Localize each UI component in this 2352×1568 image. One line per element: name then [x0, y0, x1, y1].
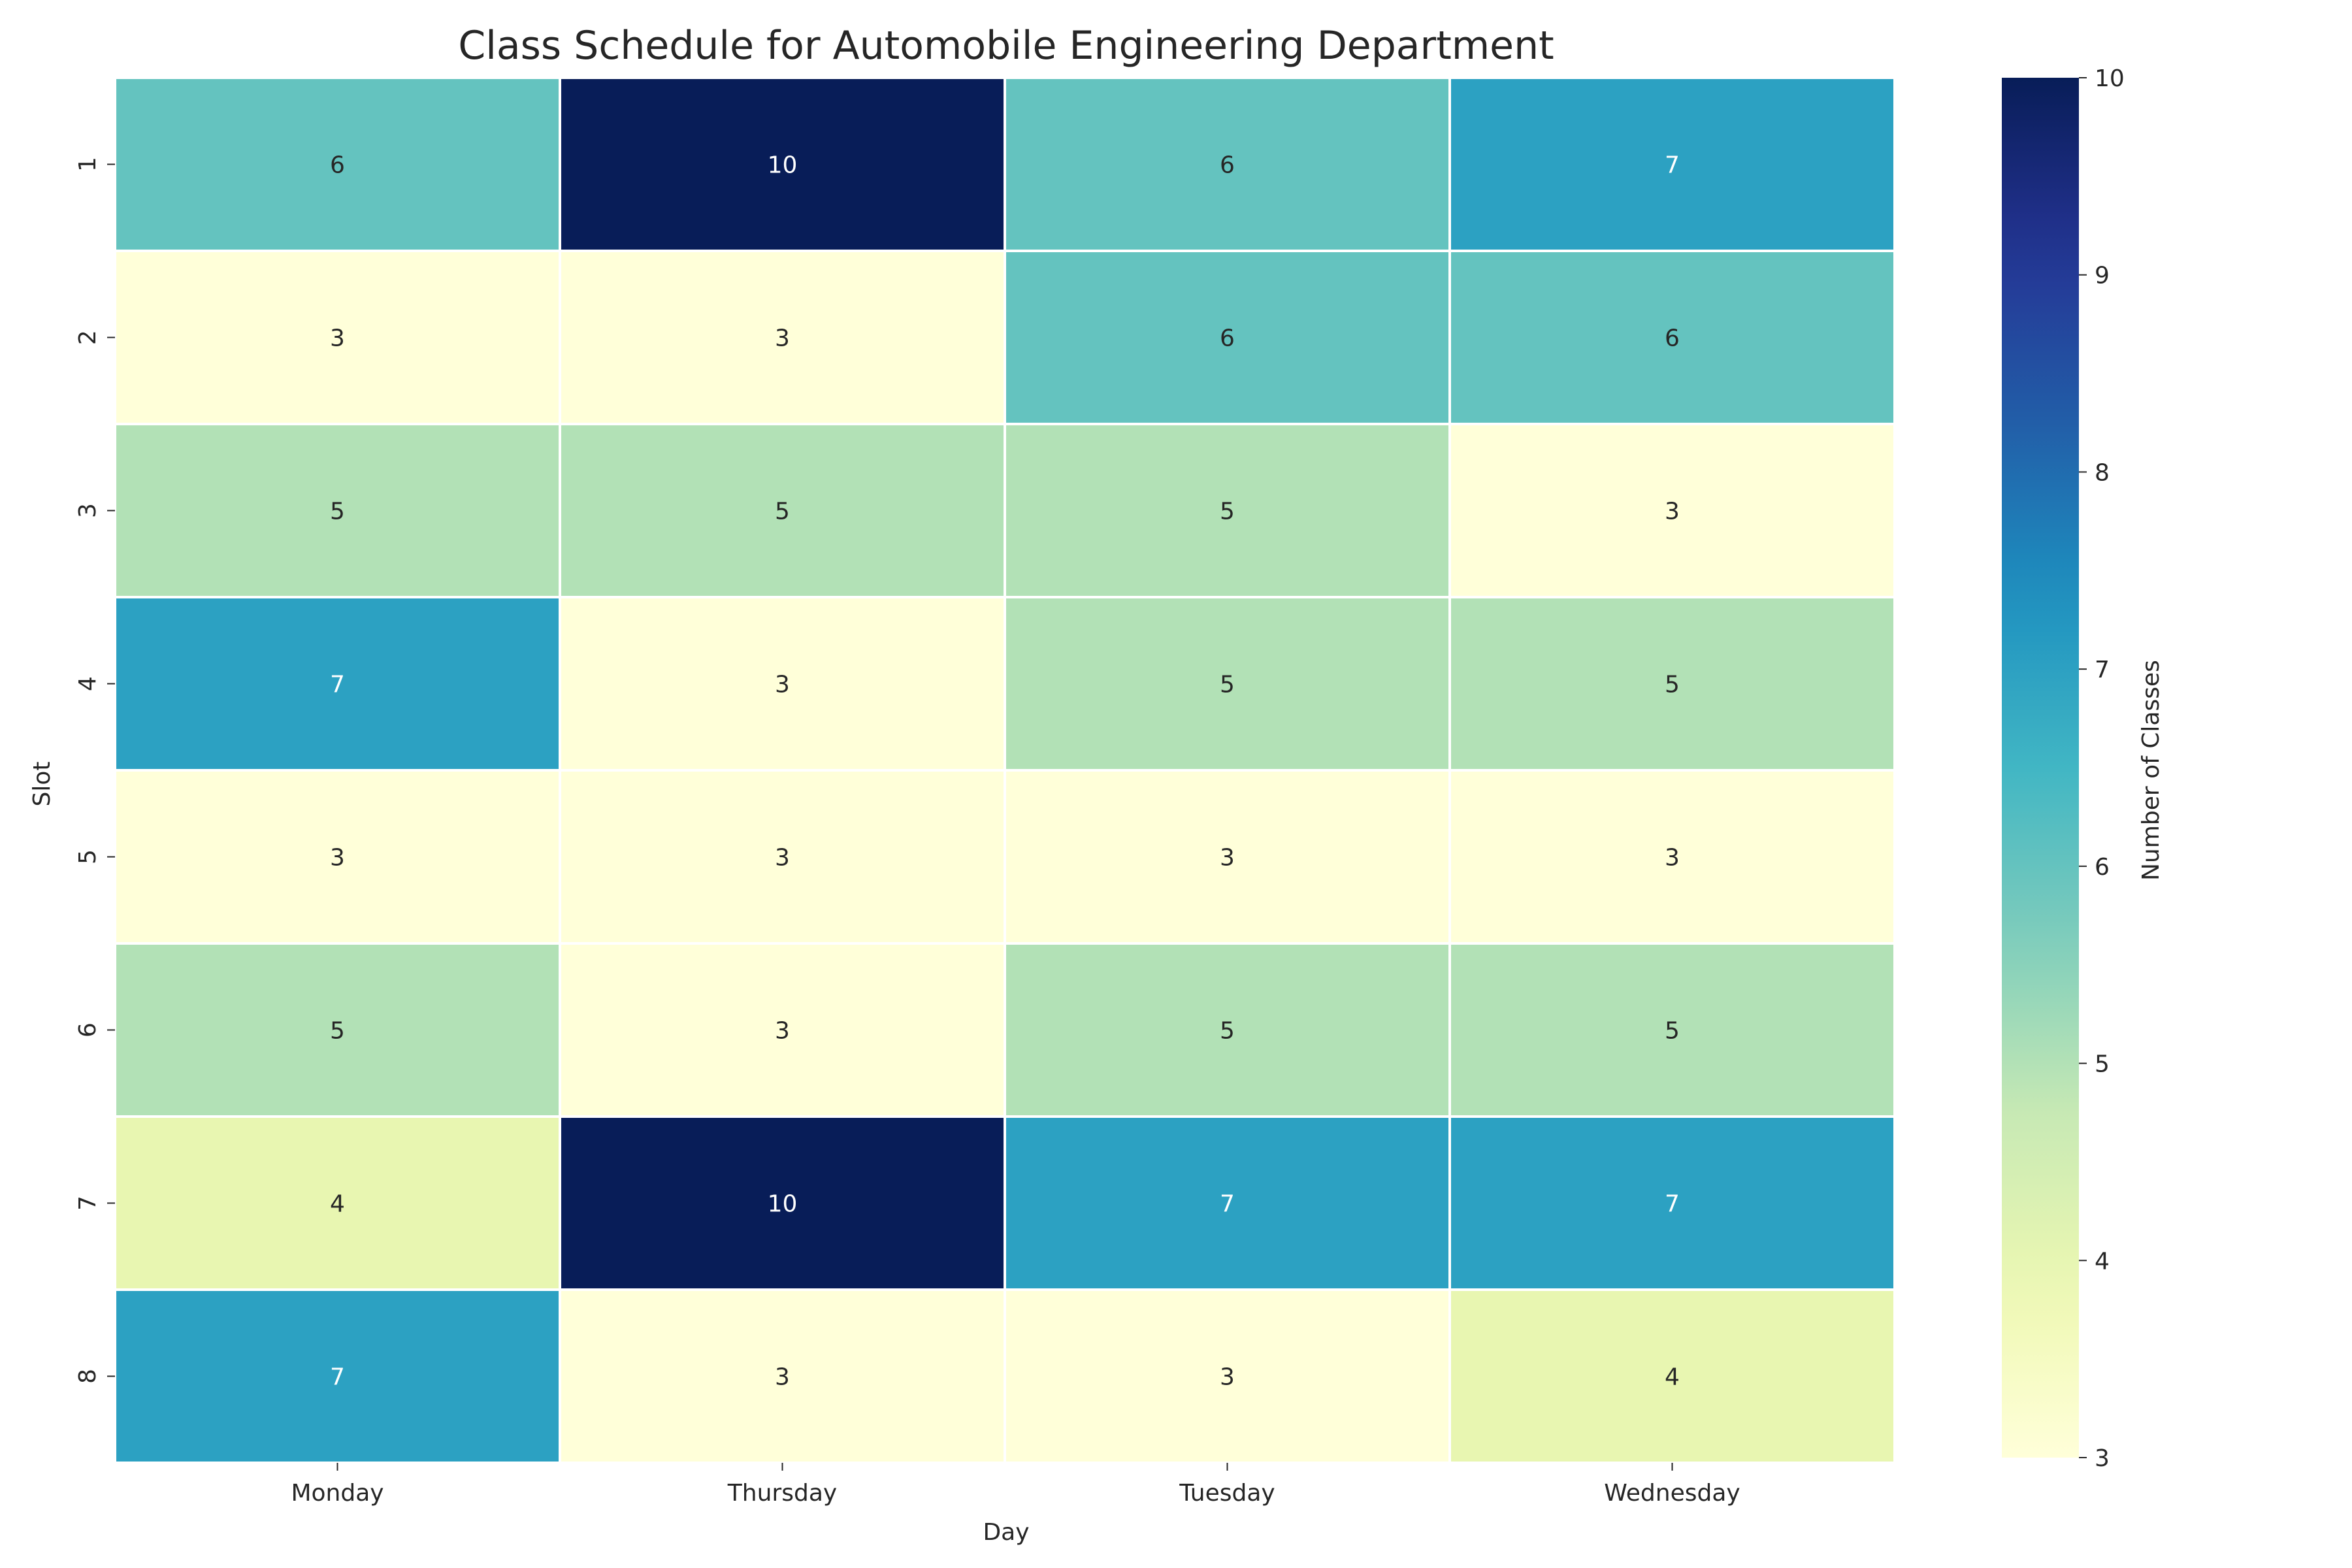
- heatmap-cell: [114, 1288, 561, 1464]
- x-tick-label: Wednesday: [1604, 1480, 1740, 1507]
- y-tick-label: 2: [74, 330, 101, 345]
- cell-value-label: 5: [775, 498, 790, 525]
- heatmap-cell: [114, 76, 561, 252]
- cell-value-label: 5: [1220, 1018, 1235, 1045]
- heatmap-cell: [1448, 1115, 1896, 1291]
- cell-value-label: 7: [1665, 152, 1680, 179]
- colorbar-label: Number of Classes: [2138, 660, 2164, 881]
- x-tick-label: Monday: [291, 1480, 384, 1507]
- cell-value-label: 3: [775, 672, 790, 698]
- cell-value-label: 6: [1220, 152, 1235, 179]
- y-tick-label: 6: [74, 1022, 101, 1037]
- colorbar-tick-label: 3: [2095, 1445, 2110, 1472]
- colorbar-tick-label: 5: [2095, 1051, 2110, 1078]
- cell-value-label: 5: [1220, 498, 1235, 525]
- heatmap-cell: [1004, 1288, 1451, 1464]
- heatmap-cell: [1448, 769, 1896, 945]
- heatmap-cell: [114, 942, 561, 1118]
- heatmap-cell: [1004, 769, 1451, 945]
- heatmap-cell: [1004, 250, 1451, 425]
- heatmap-cell: [1448, 423, 1896, 598]
- x-axis-ticks: Monday Thursday Tuesday Wednesday: [291, 1463, 1740, 1507]
- heatmap-cell: [1004, 942, 1451, 1118]
- heatmap-cell: [559, 1288, 1006, 1464]
- cell-value-label: 5: [1665, 1018, 1680, 1045]
- x-axis-label: Day: [983, 1519, 1029, 1546]
- colorbar-tick-label: 4: [2095, 1248, 2110, 1275]
- cell-value-label: 3: [1220, 845, 1235, 872]
- heatmap-cell: [1448, 76, 1896, 252]
- heatmap-cell: [559, 76, 1006, 252]
- heatmap-cell: [1448, 1288, 1896, 1464]
- cell-value-label: 7: [1220, 1191, 1235, 1218]
- y-axis-label: Slot: [29, 762, 56, 807]
- chart-title: Class Schedule for Automobile Engineerin…: [458, 23, 1554, 69]
- heatmap-cell: [1004, 76, 1451, 252]
- cell-value-label: 6: [330, 152, 345, 179]
- cell-value-label: 3: [1665, 845, 1680, 872]
- heatmap-cell: [114, 1115, 561, 1291]
- cell-value-label: 3: [775, 325, 790, 352]
- cell-value-label: 5: [1665, 672, 1680, 698]
- cell-value-label: 6: [1220, 325, 1235, 352]
- cell-value-label: 3: [775, 1364, 790, 1391]
- cell-value-label: 3: [330, 845, 345, 872]
- cell-value-label: 4: [1665, 1364, 1680, 1391]
- colorbar-tick-label: 7: [2095, 657, 2110, 683]
- heatmap-cells: [114, 76, 1896, 1464]
- colorbar-tick-label: 9: [2095, 263, 2110, 289]
- x-tick-label: Tuesday: [1179, 1480, 1275, 1507]
- y-tick-label: 5: [74, 849, 101, 864]
- cell-value-label: 3: [775, 845, 790, 872]
- heatmap-cell: [1448, 596, 1896, 772]
- cell-value-label: 4: [330, 1191, 345, 1218]
- heatmap-cell: [559, 769, 1006, 945]
- cell-value-label: 5: [330, 498, 345, 525]
- colorbar-tick-label: 6: [2095, 854, 2110, 881]
- colorbar-tick-label: 8: [2095, 459, 2110, 486]
- heatmap-cell: [559, 423, 1006, 598]
- heatmap-cell: [114, 769, 561, 945]
- cell-value-label: 5: [330, 1018, 345, 1045]
- cell-value-label: 10: [768, 152, 798, 179]
- y-tick-label: 4: [74, 676, 101, 691]
- y-tick-label: 8: [74, 1369, 101, 1384]
- heatmap-cell: [114, 596, 561, 772]
- heatmap-cell: [559, 942, 1006, 1118]
- cell-value-label: 10: [768, 1191, 798, 1218]
- x-tick-label: Thursday: [727, 1480, 837, 1507]
- cell-value-label: 7: [330, 1364, 345, 1391]
- heatmap-cell: [1448, 250, 1896, 425]
- cell-value-label: 5: [1220, 672, 1235, 698]
- cell-value-label: 7: [1665, 1191, 1680, 1218]
- y-axis-ticks: 1 2 3 4 5 6 7 8: [74, 157, 115, 1384]
- cell-value-label: 3: [775, 1018, 790, 1045]
- cell-value-label: 7: [330, 672, 345, 698]
- cell-value-label: 3: [1665, 498, 1680, 525]
- y-tick-label: 3: [74, 503, 101, 518]
- colorbar-gradient: [2002, 78, 2079, 1458]
- heatmap-cell: [1448, 942, 1896, 1118]
- y-tick-label: 7: [74, 1196, 101, 1211]
- heatmap-cell-labels: 6 10 6 7 3 3 6 6 5 5 5 3 7 3 5 5 3 3 3 3 5 3 5 5 4 10 7 7 7 3 3 4: [330, 152, 1680, 1391]
- heatmap-cell: [559, 1115, 1006, 1291]
- colorbar: 3 4 5 6 7 8 9 10: [2002, 65, 2125, 1472]
- heatmap-cell: [559, 596, 1006, 772]
- colorbar-tick-label: 10: [2095, 65, 2125, 92]
- cell-value-label: 3: [330, 325, 345, 352]
- cell-value-label: 3: [1220, 1364, 1235, 1391]
- y-tick-label: 1: [74, 157, 101, 172]
- cell-value-label: 6: [1665, 325, 1680, 352]
- heatmap-cell: [1004, 596, 1451, 772]
